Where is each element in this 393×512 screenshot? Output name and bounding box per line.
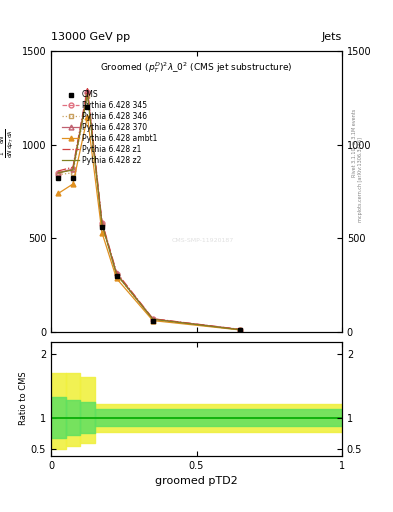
Pythia 6.428 z1 [114,269,119,275]
X-axis label: groomed pTD2: groomed pTD2 [155,476,238,486]
Pythia 6.428 370 [238,327,242,333]
Pythia 6.428 345 [114,271,119,277]
Line: Pythia 6.428 346: Pythia 6.428 346 [56,94,242,332]
Pythia 6.428 z1 [238,326,242,332]
Pythia 6.428 346 [238,327,242,333]
Pythia 6.428 z1 [151,315,155,322]
Pythia 6.428 370 [114,270,119,276]
Pythia 6.428 ambt1 [56,190,61,197]
Text: CMS-SMP-11920187: CMS-SMP-11920187 [171,238,233,243]
Y-axis label: Ratio to CMS: Ratio to CMS [19,372,28,425]
Pythia 6.428 370 [100,220,105,226]
Text: 13000 GeV pp: 13000 GeV pp [51,32,130,42]
Pythia 6.428 z1 [85,86,90,92]
Pythia 6.428 370 [151,316,155,322]
Pythia 6.428 ambt1 [151,317,155,324]
Text: Groomed $(p_T^D)^2\lambda\_0^2$ (CMS jet substructure): Groomed $(p_T^D)^2\lambda\_0^2$ (CMS jet… [100,59,293,75]
Line: Pythia 6.428 ambt1: Pythia 6.428 ambt1 [56,114,242,332]
Pythia 6.428 345 [56,169,61,176]
Pythia 6.428 346 [100,222,105,228]
CMS [114,272,119,279]
Pythia 6.428 z2 [100,221,105,227]
Pythia 6.428 370 [85,89,90,95]
Pythia 6.428 z2 [238,327,242,333]
Pythia 6.428 370 [56,169,61,176]
Text: mcplots.cern.ch [arXiv:1306.3436]: mcplots.cern.ch [arXiv:1306.3436] [358,137,364,222]
CMS [100,224,105,230]
Text: Rivet 3.1.10, ≥ 3.1M events: Rivet 3.1.10, ≥ 3.1M events [352,109,357,178]
Line: Pythia 6.428 z2: Pythia 6.428 z2 [59,94,240,330]
Pythia 6.428 z2 [114,271,119,278]
Text: $\frac{1}{\mathrm{d}N}\frac{\mathrm{d}N}{\mathrm{d}p_T\,\mathrm{d}\lambda}$: $\frac{1}{\mathrm{d}N}\frac{\mathrm{d}N}… [0,129,17,158]
CMS [71,175,75,181]
Pythia 6.428 346 [151,316,155,323]
Pythia 6.428 ambt1 [100,229,105,236]
Pythia 6.428 z1 [71,164,75,170]
Pythia 6.428 345 [151,316,155,322]
Text: Jets: Jets [321,32,342,42]
Pythia 6.428 345 [85,89,90,95]
Pythia 6.428 346 [56,172,61,178]
Pythia 6.428 370 [71,166,75,172]
Pythia 6.428 ambt1 [238,327,242,333]
Line: CMS: CMS [56,105,242,332]
Line: Pythia 6.428 z1: Pythia 6.428 z1 [59,89,240,329]
Pythia 6.428 z2 [56,169,61,176]
Pythia 6.428 345 [71,166,75,172]
CMS [238,327,242,333]
Pythia 6.428 346 [85,93,90,99]
Pythia 6.428 z2 [71,167,75,173]
Pythia 6.428 345 [100,220,105,226]
Line: Pythia 6.428 370: Pythia 6.428 370 [56,89,242,332]
CMS [151,317,155,324]
Line: Pythia 6.428 345: Pythia 6.428 345 [56,90,242,332]
Pythia 6.428 z1 [56,168,61,174]
CMS [56,175,61,181]
CMS [85,104,90,111]
Pythia 6.428 346 [114,272,119,278]
Pythia 6.428 345 [238,327,242,333]
Pythia 6.428 ambt1 [71,181,75,187]
Pythia 6.428 ambt1 [85,114,90,120]
Pythia 6.428 346 [71,169,75,176]
Legend: CMS, Pythia 6.428 345, Pythia 6.428 346, Pythia 6.428 370, Pythia 6.428 ambt1, P: CMS, Pythia 6.428 345, Pythia 6.428 346,… [61,89,159,166]
Pythia 6.428 ambt1 [114,275,119,282]
Pythia 6.428 z2 [85,91,90,97]
Pythia 6.428 z2 [151,316,155,323]
Pythia 6.428 z1 [100,219,105,225]
